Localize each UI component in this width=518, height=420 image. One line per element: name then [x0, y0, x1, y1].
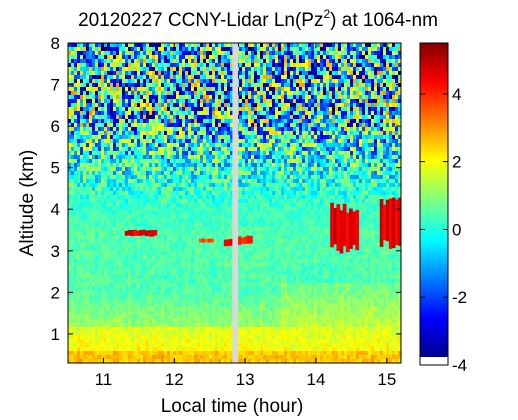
data-gap — [232, 43, 239, 363]
y-tick-label: 7 — [51, 76, 60, 95]
x-axis: 11 12 13 14 15 — [95, 43, 396, 389]
y-tick-label: 2 — [51, 283, 60, 302]
cloud-layer-6 — [379, 197, 401, 249]
colorbar-tick-label: 2 — [452, 153, 461, 172]
x-tick-label: 11 — [95, 370, 113, 389]
y-tick-label: 3 — [51, 242, 60, 261]
colorbar-tick-label: -4 — [452, 356, 467, 375]
cloud-layer-2 — [199, 238, 214, 243]
title-end: ) at 1064-nm — [330, 10, 438, 31]
colorbar-low-band — [420, 357, 448, 365]
cloud-layer-4 — [238, 235, 253, 245]
y-tick-label: 6 — [51, 117, 60, 136]
colorbar-frame — [419, 42, 449, 366]
plot-frame — [67, 42, 402, 364]
y-tick-label: 4 — [51, 200, 60, 219]
colorbar-tick-label: 4 — [452, 85, 461, 104]
y-tick-label: 5 — [51, 159, 60, 178]
x-axis-label: Local time (hour) — [161, 396, 304, 417]
cloud-layer-5 — [330, 202, 360, 254]
y-tick-label: 8 — [51, 34, 60, 53]
x-tick-label: 14 — [307, 370, 326, 389]
aerosol-layers — [124, 197, 401, 254]
title-superscript: 2 — [323, 7, 330, 21]
colorbar-tick-label: 0 — [452, 220, 461, 239]
y-axis-label: Altitude (km) — [17, 150, 38, 257]
colorbar-tick-label: -2 — [452, 288, 467, 307]
cloud-layer-3 — [223, 238, 233, 247]
x-tick-label: 12 — [165, 370, 184, 389]
colorbar — [420, 43, 448, 357]
y-axis: 1 2 3 4 5 6 7 8 — [51, 34, 401, 344]
colorbar-ticks: 4 2 0 -2 -4 — [420, 85, 467, 375]
cloud-layer-1 — [124, 229, 158, 237]
y-tick-label: 1 — [51, 325, 60, 344]
heatmap-cells — [68, 43, 401, 363]
x-tick-label: 13 — [236, 370, 255, 389]
title-main: 20120227 CCNY-Lidar Ln(Pz — [78, 10, 323, 31]
chart-title: 20120227 CCNY-Lidar Ln(Pz2) at 1064-nm — [78, 7, 438, 31]
x-tick-label: 15 — [377, 370, 396, 389]
